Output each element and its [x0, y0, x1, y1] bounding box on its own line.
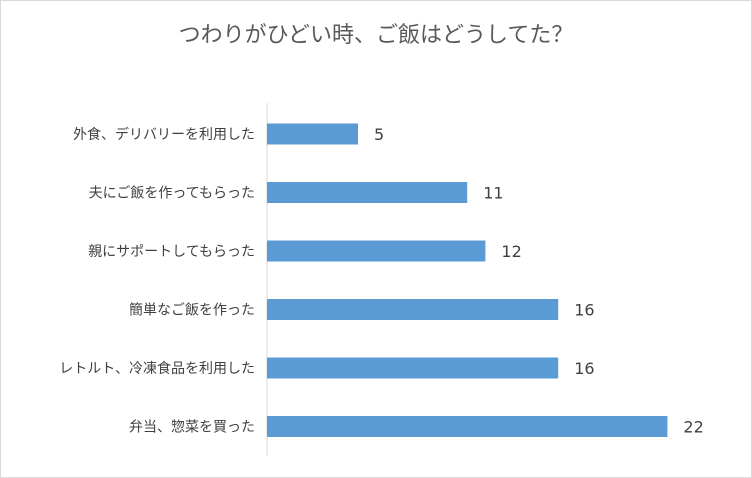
- bar-0: [267, 123, 358, 145]
- category-label-1: 夫にご飯を作ってもらった: [89, 185, 255, 202]
- bars-group: [267, 123, 668, 437]
- data-label-2: 12: [501, 242, 521, 261]
- bar-2: [267, 240, 486, 262]
- data-label-1: 11: [483, 184, 503, 203]
- bar-4: [267, 357, 559, 379]
- data-labels: 5 11 12 16 16 22: [374, 125, 704, 437]
- bar-5: [267, 416, 668, 437]
- data-label-0: 5: [374, 125, 384, 144]
- data-label-5: 22: [683, 418, 703, 437]
- data-label-3: 16: [574, 301, 594, 320]
- category-label-4: レトルト、冷凍食品を利用した: [59, 360, 255, 377]
- chart-title: つわりがひどい時、ご飯はどうしてた？: [178, 23, 574, 48]
- category-label-0: 外食、デリバリーを利用した: [73, 126, 255, 143]
- category-labels: 外食、デリバリーを利用した夫にご飯を作ってもらった親にサポートしてもらった簡単な…: [59, 126, 255, 436]
- category-label-3: 簡単なご飯を作った: [129, 302, 255, 319]
- data-label-4: 16: [574, 359, 594, 378]
- category-label-2: 親にサポートしてもらった: [88, 244, 255, 260]
- bar-1: [267, 182, 468, 203]
- category-label-5: 弁当、惣菜を買った: [129, 420, 255, 436]
- bar-3: [267, 299, 559, 320]
